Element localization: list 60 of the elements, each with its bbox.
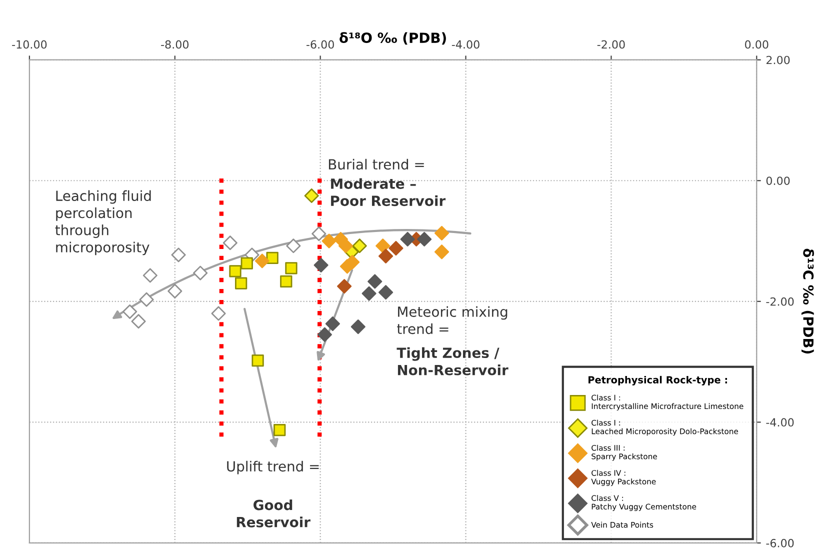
point xyxy=(362,286,376,301)
y-tick-label: 2.00 xyxy=(766,56,790,64)
point xyxy=(131,314,146,329)
point xyxy=(368,274,382,289)
point xyxy=(122,304,138,319)
point xyxy=(254,254,270,268)
point xyxy=(168,284,182,298)
annotation: Moderate – Poor Reservoir xyxy=(331,178,446,206)
point xyxy=(378,285,394,300)
x-tick-label: -6.00 xyxy=(306,40,334,49)
point xyxy=(222,236,238,250)
point xyxy=(280,275,292,288)
point xyxy=(378,248,394,264)
y-tick-label: 0.00 xyxy=(766,176,790,185)
y-tick-label: -4.00 xyxy=(766,418,794,427)
point xyxy=(338,238,354,254)
annotation: Burial trend = xyxy=(328,158,424,170)
point xyxy=(274,424,286,436)
annotation: Tight Zones / Non-Reservoir xyxy=(396,347,508,376)
point xyxy=(434,244,450,260)
point xyxy=(286,238,301,254)
point xyxy=(352,238,367,254)
point xyxy=(417,232,432,246)
point xyxy=(229,265,242,278)
point xyxy=(171,248,186,262)
point xyxy=(211,306,226,321)
y-axis-title: δ¹³C ‰ (PDB) xyxy=(801,248,814,354)
annotation: Good Reservoir xyxy=(236,499,310,528)
legend-title: Petrophysical Rock-type : xyxy=(588,376,727,386)
y-tick-label: -2.00 xyxy=(766,297,794,306)
annotation: Uplift trend = xyxy=(227,460,319,474)
point xyxy=(322,234,336,248)
point xyxy=(285,262,298,274)
annotation: Meteoric mixing trend = xyxy=(397,306,508,334)
x-axis-title: δ¹⁸O ‰ (PDB) xyxy=(340,32,446,45)
point xyxy=(434,226,450,240)
point xyxy=(252,354,264,367)
x-tick-label: -2.00 xyxy=(597,40,625,49)
x-tick-label: -4.00 xyxy=(452,40,480,49)
point xyxy=(400,232,415,246)
x-tick-label: -10.00 xyxy=(12,40,47,49)
point xyxy=(234,277,248,290)
point xyxy=(142,268,158,283)
point xyxy=(388,240,404,256)
point xyxy=(317,327,332,342)
point xyxy=(350,319,366,334)
y-tick-label: -6.00 xyxy=(766,538,794,548)
point xyxy=(325,316,340,332)
point xyxy=(240,257,253,270)
point xyxy=(337,279,352,294)
point xyxy=(376,238,390,254)
point xyxy=(193,266,208,280)
x-tick-label: 0.00 xyxy=(745,40,768,49)
point xyxy=(314,258,328,272)
point xyxy=(304,188,319,203)
point xyxy=(266,252,278,264)
annotation: Leaching fluid percolation through microporosity xyxy=(55,190,151,256)
x-tick-label: -8.00 xyxy=(161,40,189,49)
point xyxy=(139,292,154,307)
point xyxy=(312,226,326,242)
